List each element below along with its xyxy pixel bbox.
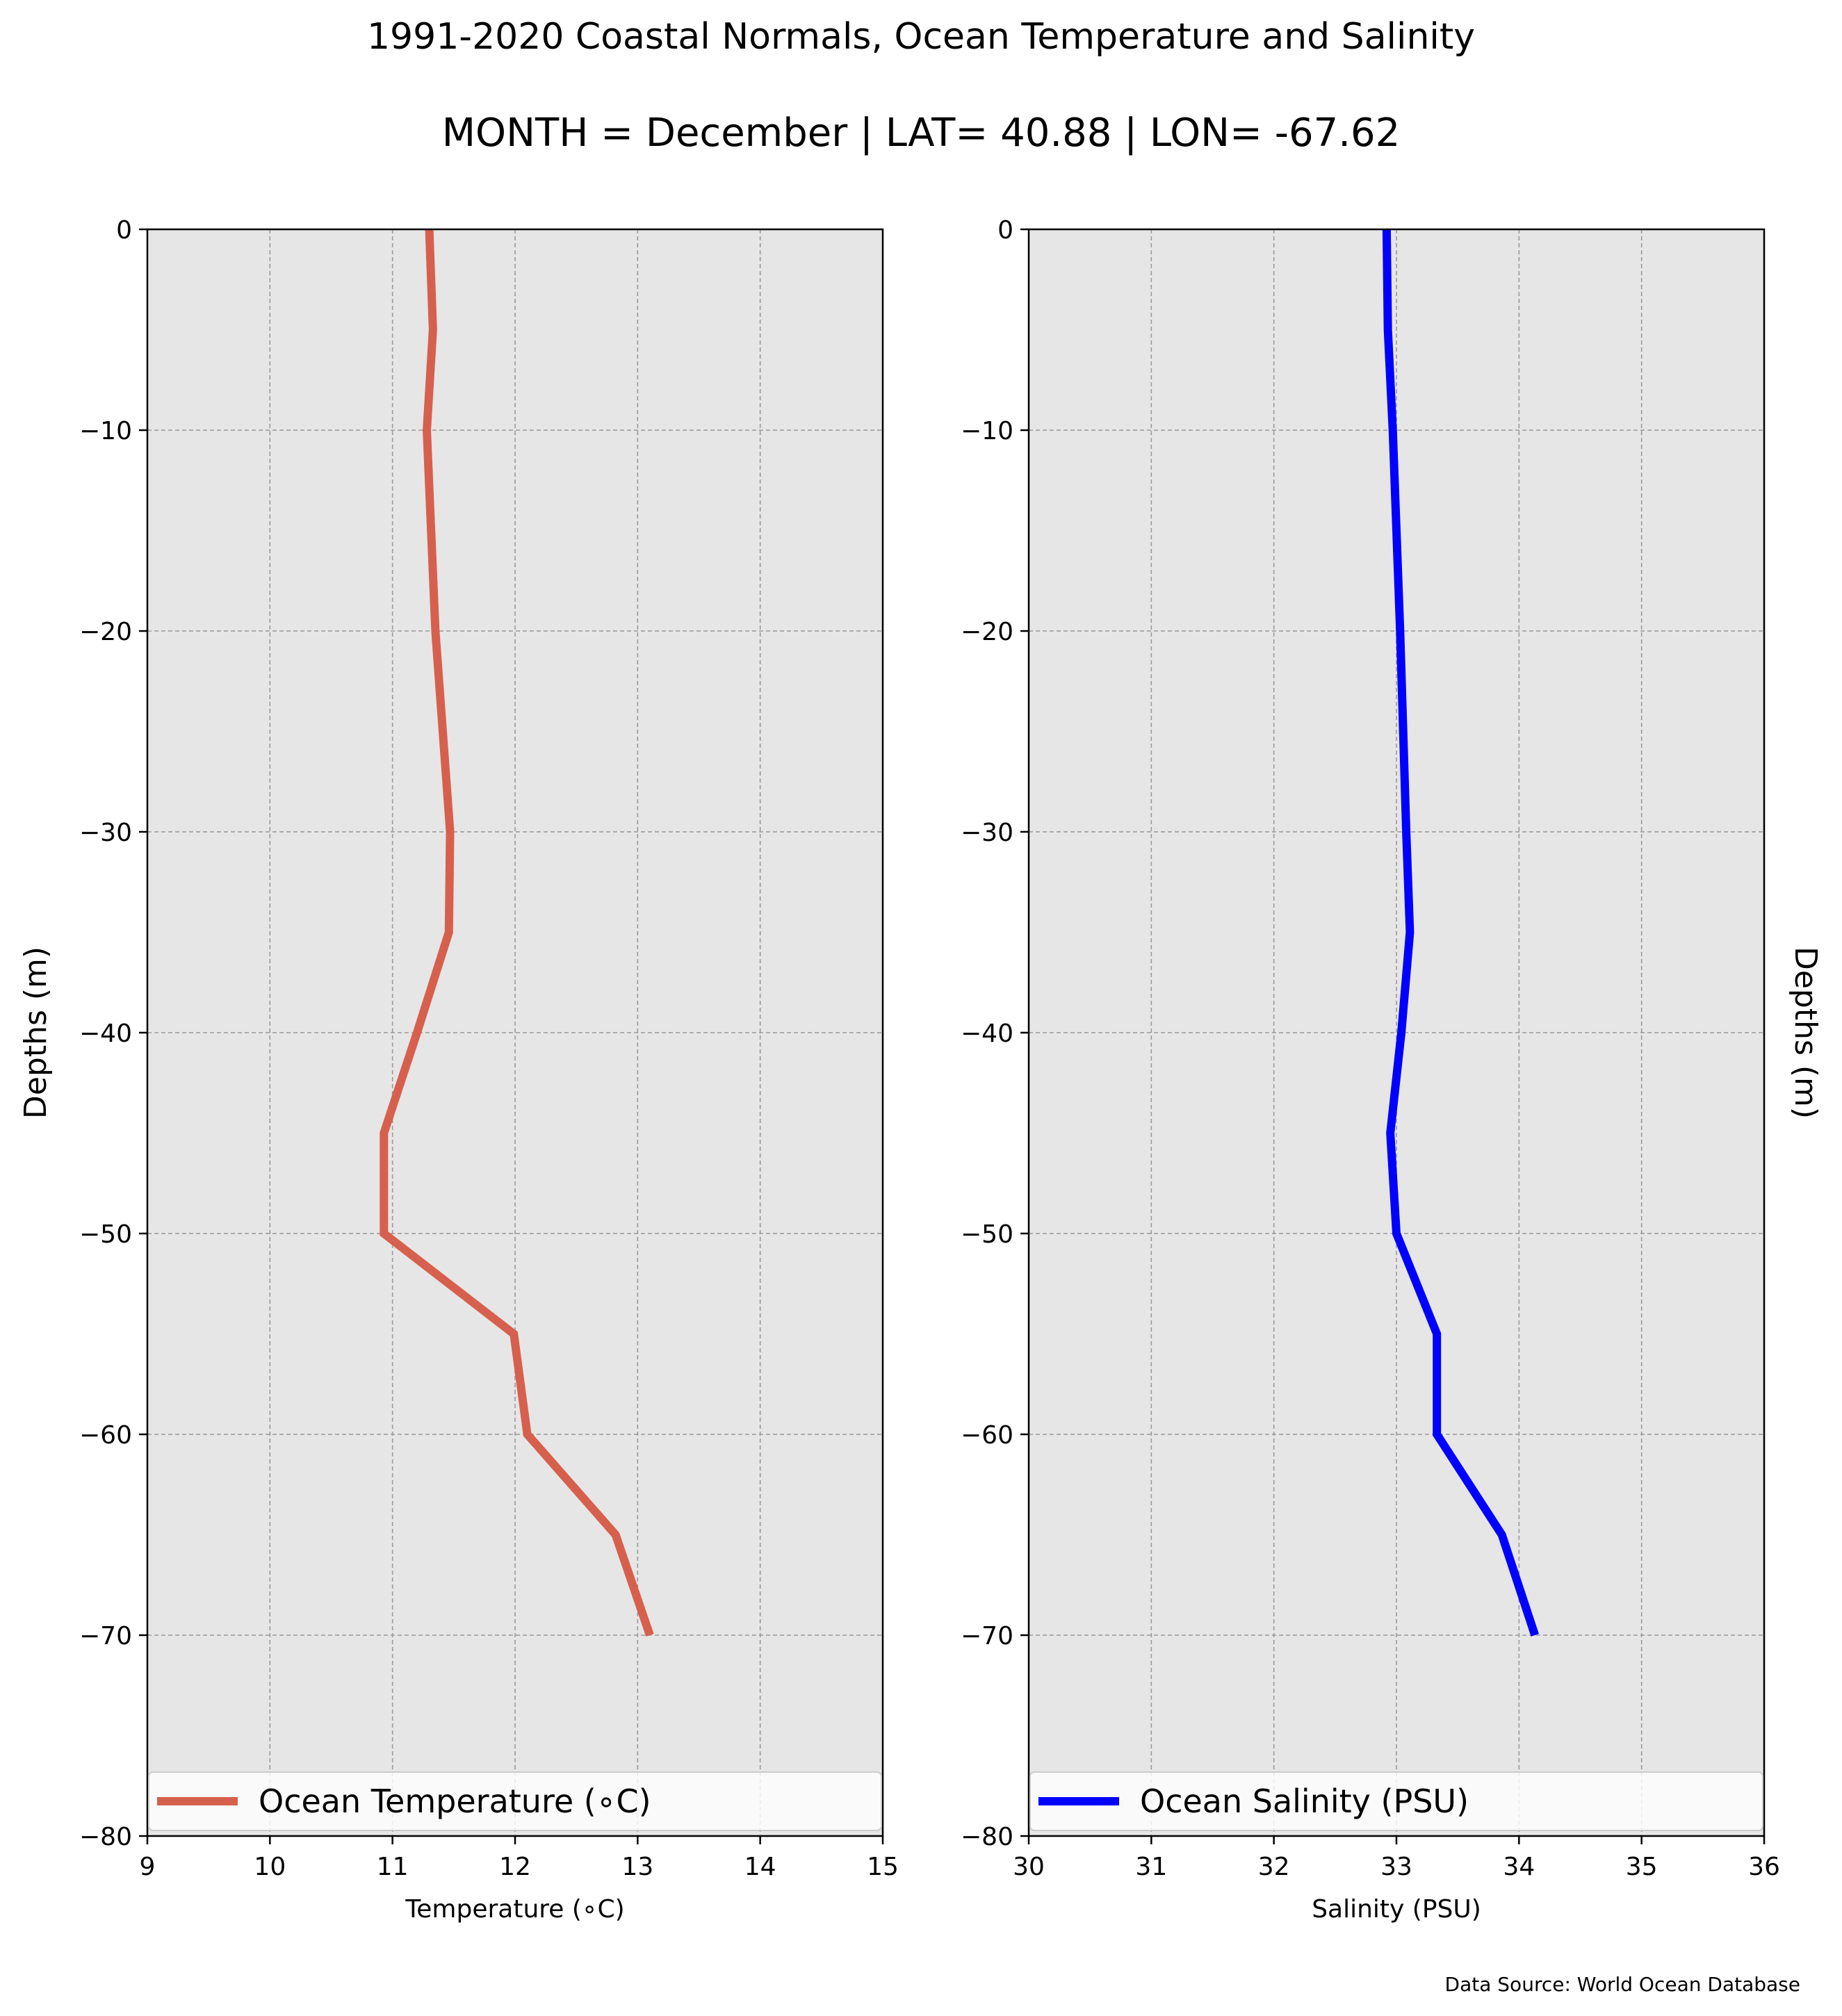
- temperature-y-tick-label: −10: [79, 417, 132, 445]
- temperature-data-point: [426, 429, 427, 431]
- salinity-data-point: [1387, 329, 1389, 331]
- temperature-data-point: [383, 1133, 384, 1134]
- temperature-data-point: [513, 1334, 514, 1335]
- temperature-panel: 9 10 11 12 13 14 15 0 −10 −20 −30 −40 −50 −60 −70 −80 Te…: [18, 216, 899, 1924]
- temperature-data-point: [527, 1434, 528, 1435]
- temperature-y-tick-label: −70: [79, 1622, 132, 1650]
- salinity-legend: [1029, 1771, 1763, 1831]
- salinity-y-tick-label: −40: [961, 1019, 1013, 1048]
- salinity-x-axis-label: Salinity (PSU): [1312, 1895, 1481, 1924]
- temperature-x-tick-label: 9: [140, 1853, 156, 1881]
- salinity-y-tick-label: −70: [961, 1622, 1013, 1650]
- temperature-y-tick-label: −20: [79, 618, 132, 646]
- salinity-x-tick-label: 33: [1380, 1853, 1412, 1881]
- temperature-x-tick-label: 13: [621, 1853, 653, 1881]
- salinity-data-point: [1392, 429, 1394, 431]
- temperature-y-tick-label: −50: [79, 1220, 132, 1249]
- temperature-x-axis-label: Temperature (∘C): [405, 1895, 624, 1924]
- salinity-data-point: [1399, 630, 1401, 632]
- temperature-y-tick-label: −30: [79, 819, 132, 847]
- salinity-y-tick-label: −20: [961, 618, 1013, 646]
- temperature-legend: [148, 1771, 882, 1831]
- salinity-data-point: [1409, 932, 1410, 933]
- salinity-legend-label: Ocean Salinity (PSU): [1140, 1783, 1469, 1820]
- salinity-data-point: [1389, 1133, 1391, 1134]
- temperature-data-point: [416, 1032, 418, 1033]
- salinity-x-tick-label: 30: [1013, 1853, 1045, 1881]
- source-note: Data Source: World Ocean Database: [1445, 1973, 1800, 1996]
- temperature-data-point: [448, 932, 450, 933]
- temperature-legend-label: Ocean Temperature (∘C): [259, 1783, 651, 1820]
- salinity-data-point: [1534, 1634, 1535, 1636]
- salinity-data-point: [1436, 1334, 1437, 1335]
- salinity-panel: 30 31 32 33 34 35 36 0 −10 −20 −30 −40 −50 −60 −70 −80 S…: [961, 216, 1823, 1924]
- salinity-x-tick-label: 35: [1626, 1853, 1658, 1881]
- temperature-y-tick-label: −80: [79, 1823, 132, 1851]
- temperature-data-point: [649, 1634, 651, 1636]
- salinity-x-tick-label: 31: [1135, 1853, 1167, 1881]
- salinity-series-line: [1382, 229, 1539, 1637]
- temperature-x-tick-label: 14: [744, 1853, 776, 1881]
- temperature-x-tick-label: 11: [377, 1853, 409, 1881]
- salinity-y-tick-label: −30: [961, 819, 1013, 847]
- chart-title: 1991-2020 Coastal Normals, Ocean Tempera…: [367, 16, 1475, 58]
- temperature-data-point: [383, 1233, 384, 1234]
- salinity-x-tick-label: 32: [1258, 1853, 1290, 1881]
- temperature-x-tick-label: 10: [254, 1853, 286, 1881]
- salinity-y-tick-label: −80: [961, 1823, 1013, 1851]
- salinity-x-tick-label: 36: [1748, 1853, 1780, 1881]
- salinity-data-point: [1405, 831, 1407, 833]
- temperature-y-tick-label: 0: [116, 216, 132, 245]
- salinity-data-point: [1436, 1434, 1437, 1435]
- salinity-y-tick-label: 0: [997, 216, 1013, 245]
- temperature-data-point: [615, 1534, 617, 1536]
- temperature-y-tick-label: −60: [79, 1421, 132, 1450]
- temperature-y-axis-label: Depths (m): [18, 946, 54, 1119]
- temperature-data-point: [450, 831, 451, 833]
- temperature-data-point: [432, 329, 434, 331]
- temperature-x-tick-label: 12: [499, 1853, 531, 1881]
- temperature-x-tick-label: 15: [867, 1853, 899, 1881]
- temperature-data-point: [434, 630, 436, 632]
- temperature-y-tick-label: −40: [79, 1019, 132, 1048]
- salinity-data-point: [1401, 1032, 1402, 1033]
- temperature-series-line: [380, 229, 654, 1637]
- salinity-data-point: [1396, 1233, 1397, 1234]
- salinity-y-tick-label: −60: [961, 1421, 1013, 1450]
- salinity-x-tick-label: 34: [1503, 1853, 1535, 1881]
- salinity-y-axis-label: Depths (m): [1788, 946, 1823, 1119]
- salinity-y-tick-label: −10: [961, 417, 1013, 445]
- chart-subtitle: MONTH = December | LAT= 40.88 | LON= -67…: [442, 110, 1401, 156]
- salinity-y-tick-label: −50: [961, 1220, 1013, 1249]
- salinity-data-point: [1501, 1534, 1503, 1536]
